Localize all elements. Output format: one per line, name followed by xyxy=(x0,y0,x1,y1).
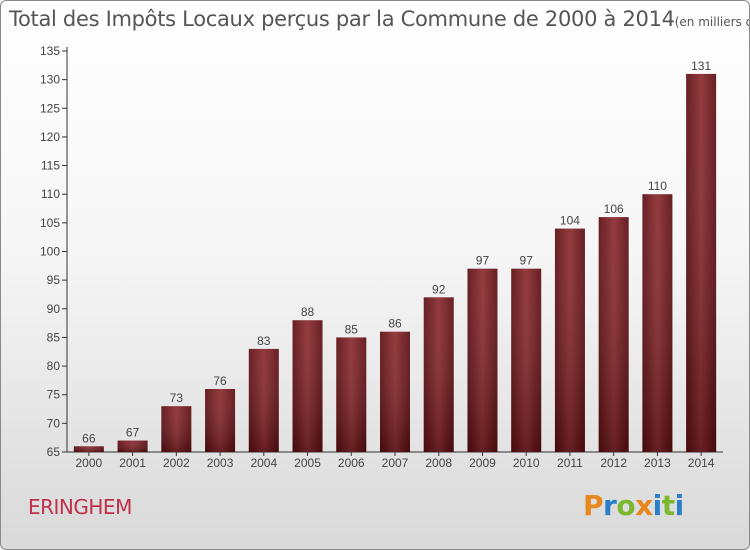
y-tick-label: 125 xyxy=(40,101,60,115)
x-tick-label-2000: 2000 xyxy=(76,456,103,470)
data-label-2000: 66 xyxy=(82,431,96,445)
y-tick-label: 85 xyxy=(47,330,61,344)
x-tick-label-2001: 2001 xyxy=(119,456,146,470)
data-label-2006: 85 xyxy=(345,322,359,336)
y-tick-label: 105 xyxy=(40,216,60,230)
x-tick-label-2006: 2006 xyxy=(338,456,365,470)
x-tick-label-2005: 2005 xyxy=(294,456,321,470)
bar-shade-2014 xyxy=(686,73,717,453)
data-label-2003: 76 xyxy=(213,374,227,388)
bar-shade-2001 xyxy=(117,440,148,452)
chart-bars xyxy=(73,73,717,453)
data-label-2014: 131 xyxy=(691,59,711,73)
logo-letter: r xyxy=(603,489,617,522)
commune-name: ERINGHEM xyxy=(28,495,132,519)
bar-shade-2012 xyxy=(598,217,629,452)
x-tick-label-2009: 2009 xyxy=(469,456,496,470)
bar-shade-2006 xyxy=(336,337,367,452)
logo-letter: x xyxy=(635,489,653,522)
y-tick-label: 75 xyxy=(47,388,61,402)
logo-letter: i xyxy=(674,489,685,522)
x-tick-label-2011: 2011 xyxy=(557,456,583,470)
data-label-2005: 88 xyxy=(301,305,315,319)
bar-shade-2011 xyxy=(554,228,585,452)
bar-shade-2000 xyxy=(73,446,104,452)
data-label-2002: 73 xyxy=(170,391,184,405)
y-tick-label: 115 xyxy=(41,159,60,173)
data-label-2012: 106 xyxy=(604,202,624,216)
y-tick-label: 90 xyxy=(47,302,61,316)
proxiti-logo: Proxiti xyxy=(583,489,684,522)
data-label-2001: 67 xyxy=(126,426,140,440)
y-tick-label: 110 xyxy=(41,187,60,201)
logo-letter: i xyxy=(652,489,663,522)
data-label-2009: 97 xyxy=(476,254,490,268)
bar-shade-2009 xyxy=(467,268,498,452)
x-tick-label-2010: 2010 xyxy=(513,456,540,470)
x-tick-label-2007: 2007 xyxy=(382,456,409,470)
y-tick-label: 120 xyxy=(40,130,60,144)
y-tick-label: 130 xyxy=(40,73,60,87)
x-tick-label-2008: 2008 xyxy=(425,456,452,470)
data-label-2008: 92 xyxy=(432,282,446,296)
y-tick-label: 100 xyxy=(40,245,60,259)
x-tick-label-2003: 2003 xyxy=(207,456,234,470)
data-label-2011: 104 xyxy=(560,214,580,228)
bar-shade-2005 xyxy=(292,320,323,452)
x-tick-label-2004: 2004 xyxy=(250,456,277,470)
bar-shade-2013 xyxy=(642,194,673,452)
x-tick-label-2002: 2002 xyxy=(163,456,190,470)
data-label-2013: 110 xyxy=(648,179,667,193)
data-label-2007: 86 xyxy=(388,317,402,331)
chart-title-unit: (en milliers d'€) xyxy=(674,15,749,29)
bar-shade-2003 xyxy=(205,388,236,452)
x-tick-label-2014: 2014 xyxy=(688,456,715,470)
x-tick-label-2013: 2013 xyxy=(644,456,671,470)
logo-letter: t xyxy=(661,489,675,522)
x-tick-label-2012: 2012 xyxy=(600,456,627,470)
bar-shade-2008 xyxy=(423,297,454,452)
logo-letter: o xyxy=(616,489,636,522)
chart-data-labels: 66 67 73 76 83 88 85 86 92 97 97 104 106 110 131 xyxy=(82,59,711,445)
bar-shade-2010 xyxy=(511,268,542,452)
data-label-2004: 83 xyxy=(257,334,271,348)
logo-letter: P xyxy=(583,489,604,522)
y-tick-label: 70 xyxy=(47,416,61,430)
bar-shade-2004 xyxy=(248,348,279,452)
data-label-2010: 97 xyxy=(520,254,534,268)
y-tick-label: 65 xyxy=(47,445,61,459)
y-tick-label: 95 xyxy=(47,273,61,287)
chart-axes: 65 70 75 80 85 90 95 100 105 110 115 120 125 130 135 20… xyxy=(40,44,723,470)
y-tick-label: 135 xyxy=(40,44,60,58)
bar-shade-2002 xyxy=(161,406,192,452)
y-tick-label: 80 xyxy=(47,359,61,373)
bar-shade-2007 xyxy=(380,331,410,452)
chart-title-text: Total des Impôts Locaux perçus par la Co… xyxy=(9,7,675,31)
chart-title: Total des Impôts Locaux perçus par la Co… xyxy=(9,7,749,31)
